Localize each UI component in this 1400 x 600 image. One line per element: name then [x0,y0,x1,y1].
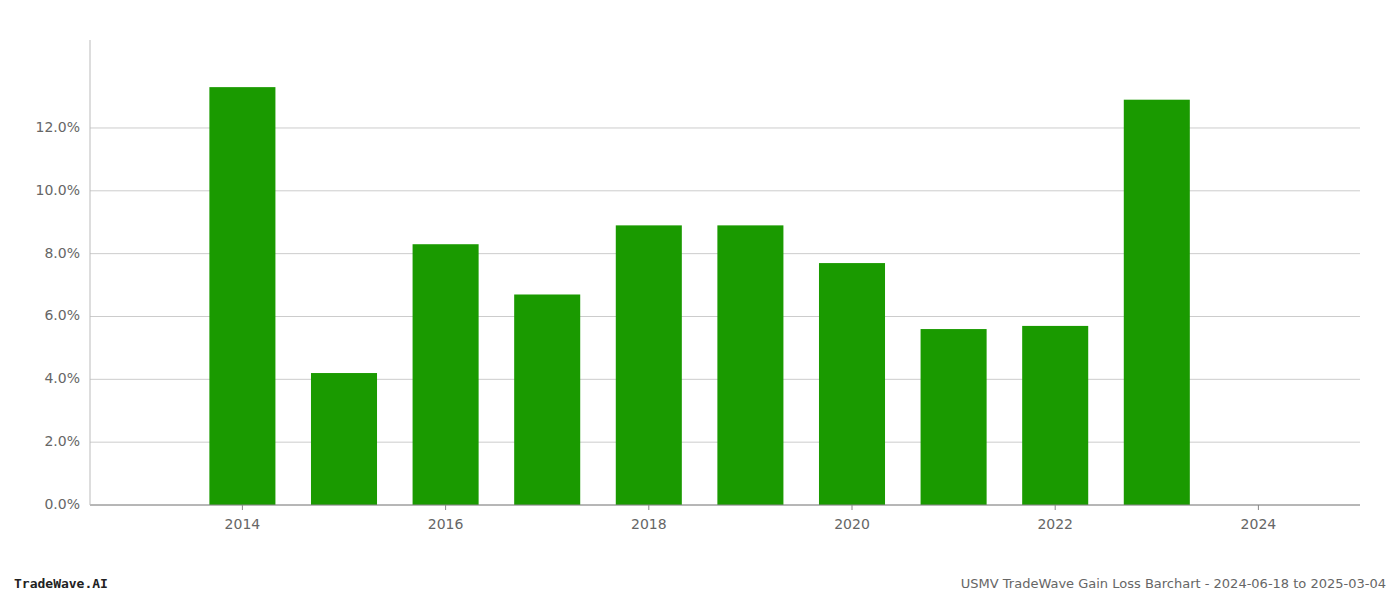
x-tick [242,505,243,510]
x-tick [1258,505,1259,510]
y-tick-label: 6.0% [44,307,80,323]
bar [413,244,479,505]
bar [514,294,580,505]
bar [311,373,377,505]
x-tick-label: 2016 [428,516,464,532]
x-tick [648,505,649,510]
y-axis-line [90,40,91,505]
y-tick-label: 4.0% [44,370,80,386]
y-tick-label: 0.0% [44,496,80,512]
chart-svg: 0.0% 2.0% 4.0% 6.0% 8.0% 10.0% 12.0% 2014 2016 20… [0,0,1400,600]
x-tick [1055,505,1056,510]
x-axis-line [90,505,1360,506]
y-tick-label: 12.0% [36,119,80,135]
x-tick-label: 2020 [834,516,870,532]
y-tick-label: 8.0% [44,245,80,261]
bar [1022,326,1088,505]
bar [921,329,987,505]
footer-right: USMV TradeWave Gain Loss Barchart - 2024… [961,576,1386,591]
chart-container: 0.0% 2.0% 4.0% 6.0% 8.0% 10.0% 12.0% 2014 2016 20… [0,0,1400,600]
bar [209,87,275,505]
x-tick-label: 2024 [1241,516,1277,532]
bar [819,263,885,505]
x-tick-label: 2022 [1037,516,1073,532]
x-tick-label: 2014 [225,516,261,532]
y-tick-label: 10.0% [36,182,80,198]
x-tick [445,505,446,510]
x-tick-label: 2018 [631,516,667,532]
y-tick-label: 2.0% [44,433,80,449]
bar [1124,100,1190,505]
grid-line [90,505,1360,506]
bar [616,225,682,505]
footer-left: TradeWave.AI [14,576,108,591]
x-tick [852,505,853,510]
bar [717,225,783,505]
bars [209,87,1189,505]
